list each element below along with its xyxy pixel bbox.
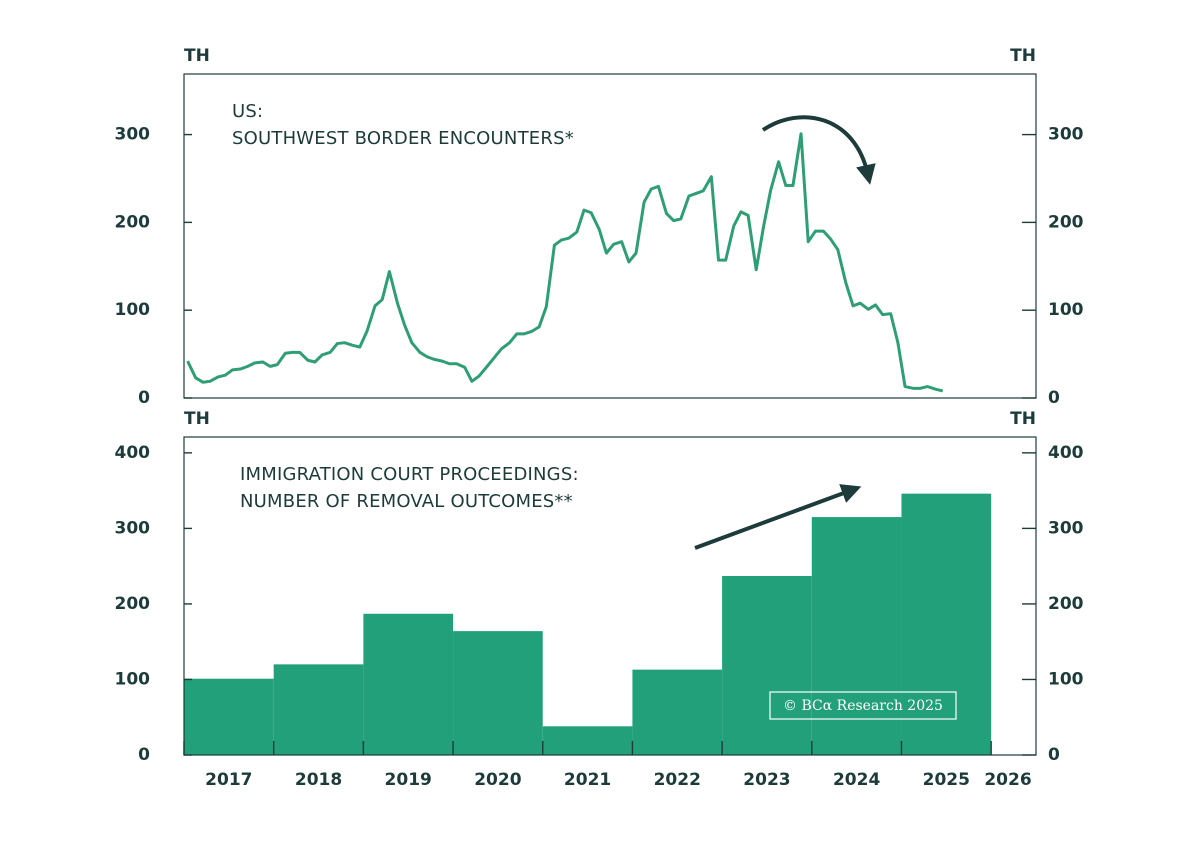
panel-title: IMMIGRATION COURT PROCEEDINGS: [240, 464, 579, 485]
x-tick-label: 2020 [474, 770, 521, 790]
y-axis-unit: TH [184, 409, 210, 429]
bar [542, 726, 633, 755]
bar [184, 678, 274, 755]
bar [901, 493, 992, 755]
plot-frame [183, 73, 1037, 399]
x-tick-label: 2017 [205, 770, 252, 790]
y2-tick-label: 300 [1048, 125, 1084, 145]
y2-tick-label: 200 [1048, 212, 1084, 232]
x-tick-label: 2018 [295, 770, 342, 790]
x-tick-label: 2024 [833, 770, 880, 790]
trend-arrow [694, 484, 862, 550]
x-tick-label: 2026 [984, 770, 1031, 790]
y-tick-label: 200 [115, 212, 151, 232]
y2-tick-label: 0 [1048, 388, 1060, 408]
y2-tick-label: 0 [1048, 745, 1060, 765]
y-tick-label: 400 [115, 443, 151, 463]
plot-frame [183, 436, 1037, 756]
y-tick-label: 0 [138, 745, 150, 765]
y2-tick-label: 100 [1048, 669, 1084, 689]
y2-tick-label: 100 [1048, 300, 1084, 320]
x-tick-label: 2021 [564, 770, 611, 790]
series-line [186, 132, 944, 393]
x-tick-label: 2019 [385, 770, 432, 790]
x-tick-label: 2023 [743, 770, 790, 790]
bar [363, 613, 454, 755]
x-tick-label: 2022 [654, 770, 701, 790]
watermark: © BCα Research 2025 [769, 691, 957, 720]
y-tick-label: 100 [115, 669, 151, 689]
y2-tick-label: 300 [1048, 518, 1084, 538]
y2-axis-unit: TH [1010, 46, 1036, 66]
y2-tick-label: 200 [1048, 594, 1084, 614]
bar [722, 575, 812, 755]
trend-arrow [761, 115, 876, 185]
panel-title: US: [232, 101, 263, 122]
y-tick-label: 0 [138, 388, 150, 408]
x-tick-label: 2025 [923, 770, 970, 790]
y2-tick-label: 400 [1048, 443, 1084, 463]
y-tick-label: 100 [115, 300, 151, 320]
y2-axis-unit: TH [1010, 409, 1036, 429]
bar [811, 517, 902, 755]
plot-layer: 0 100 200 300 0 100 200 300 TH TH US: SOUTHWEST BOR… [115, 46, 1084, 790]
panel-title: SOUTHWEST BORDER ENCOUNTERS* [232, 128, 574, 149]
bar [632, 669, 723, 755]
y-tick-label: 200 [115, 594, 151, 614]
y-tick-label: 300 [115, 125, 151, 145]
watermark-box [769, 691, 957, 720]
bar [273, 664, 364, 755]
y-axis-unit: TH [184, 46, 210, 66]
bar [453, 631, 543, 755]
watermark-text: © BCα Research 2025 [783, 698, 943, 714]
y-tick-label: 300 [115, 518, 151, 538]
panel-title: NUMBER OF REMOVAL OUTCOMES** [240, 491, 573, 512]
